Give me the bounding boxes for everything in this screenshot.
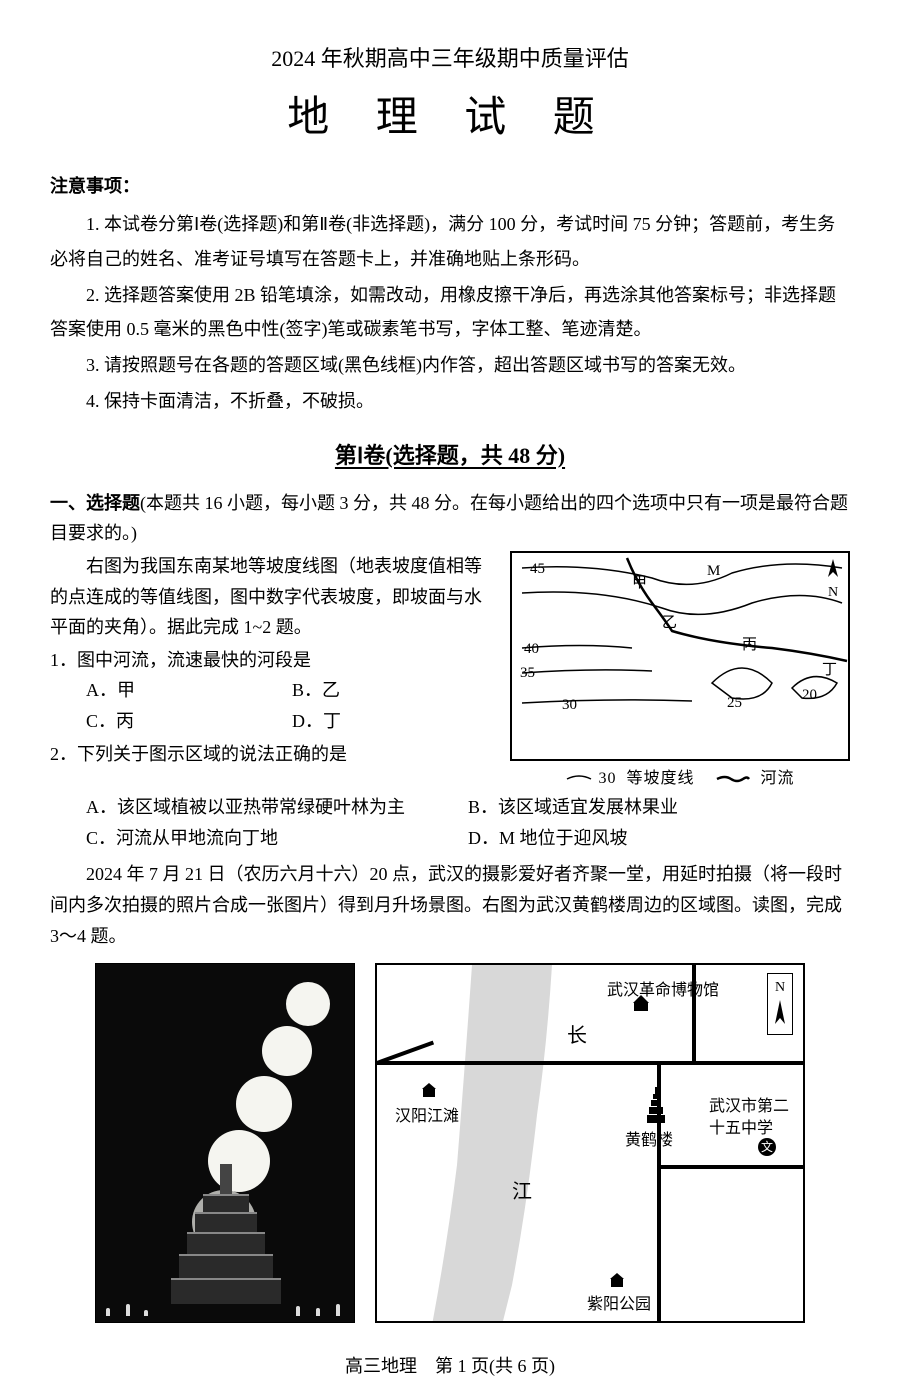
label-yi: 乙: [662, 611, 677, 637]
context-1: 右图为我国东南某地等坡度线图（地表坡度值相等的点连成的等值线图，图中数字代表坡度…: [50, 551, 498, 643]
q2-opt-c: C．河流从甲地流向丁地: [86, 823, 468, 854]
road-line: [657, 1165, 805, 1169]
label-m: M: [707, 559, 720, 585]
pagoda-silhouette: [166, 1144, 286, 1304]
river-shape: [377, 965, 805, 1323]
figure1-legend: 30 等坡度线 河流: [510, 765, 850, 792]
notice-item: 4. 保持卡面清洁，不折叠，不破损。: [50, 384, 850, 418]
moon-icon: [236, 1076, 292, 1132]
part-intro-bold: 一、选择题: [50, 493, 140, 513]
school-icon: 文: [757, 1137, 777, 1167]
notice-item: 3. 请按照题号在各题的答题区域(黑色线框)内作答，超出答题区域书写的答案无效。: [50, 348, 850, 382]
q2-opt-b: B．该区域适宜发展林果业: [468, 792, 850, 823]
label-river-jiang: 江: [512, 1175, 532, 1209]
moon-icon: [262, 1026, 312, 1076]
label-park: 紫阳公园: [587, 1291, 651, 1318]
q1-opt-b: B．乙: [292, 675, 498, 706]
header-title: 地 理 试 题: [50, 83, 850, 154]
area-map-figure: N 武汉革命博物馆 汉阳江滩 黄鹤楼 武汉市第二 十五中学 文: [375, 963, 805, 1323]
moon-photo-figure: [95, 963, 355, 1323]
contour-value: 35: [520, 661, 535, 687]
city-lights: [96, 1302, 354, 1316]
contour-value: 25: [727, 691, 742, 717]
svg-text:文: 文: [761, 1139, 773, 1154]
label-tower: 黄鹤楼: [625, 1127, 673, 1154]
north-label: N: [775, 976, 785, 1000]
label-hanyang: 汉阳江滩: [395, 1103, 459, 1130]
q1-opt-a: A．甲: [86, 675, 292, 706]
label-museum: 武汉革命博物馆: [607, 977, 719, 1004]
section-title: 第Ⅰ卷(选择题，共 48 分): [50, 437, 850, 474]
label-ding: 丁: [822, 658, 837, 684]
q2-opt-d: D．M 地位于迎风坡: [468, 823, 850, 854]
contour-value: 30: [562, 693, 577, 719]
label-jia: 甲: [632, 571, 647, 597]
q2-opt-a: A．该区域植被以亚热带常绿硬叶林为主: [86, 792, 468, 823]
q1-opt-d: D．丁: [292, 706, 498, 737]
q1-stem: 1．图中河流，流速最快的河段是: [50, 645, 498, 676]
contour-value: 20: [802, 683, 817, 709]
contour-value: 40: [524, 637, 539, 663]
q1-opt-c: C．丙: [86, 706, 292, 737]
context-2: 2024 年 7 月 21 日（农历六月十六）20 点，武汉的摄影爱好者齐聚一堂…: [50, 859, 850, 951]
legend-contour-label: 等坡度线: [626, 770, 694, 787]
moon-icon: [286, 982, 330, 1026]
part-intro: 一、选择题(本题共 16 小题，每小题 3 分，共 48 分。在每小题给出的四个…: [50, 488, 850, 549]
contour-value: 45: [530, 557, 545, 583]
label-river-chang: 长: [567, 1019, 587, 1053]
label-bing: 丙: [742, 633, 757, 659]
contour-map-figure: N 45 40 35 30 25 20 甲 乙 丙 丁 M: [510, 551, 850, 761]
legend-river-label: 河流: [761, 770, 795, 787]
notice-item: 1. 本试卷分第Ⅰ卷(选择题)和第Ⅱ卷(非选择题)，满分 100 分，考试时间 …: [50, 207, 850, 275]
header-subtitle: 2024 年秋期高中三年级期中质量评估: [50, 40, 850, 77]
notice-item: 2. 选择题答案使用 2B 铅笔填涂，如需改动，用橡皮擦干净后，再选涂其他答案标…: [50, 278, 850, 346]
north-box: N: [767, 973, 793, 1035]
page-footer: 高三地理 第 1 页(共 6 页): [50, 1351, 850, 1382]
q2-stem: 2．下列关于图示区域的说法正确的是: [50, 739, 498, 770]
road-line: [377, 1061, 805, 1065]
pagoda-icon: [641, 1085, 671, 1125]
notice-title: 注意事项：: [50, 171, 850, 202]
legend-value: 30: [598, 770, 616, 787]
part-intro-text: (本题共 16 小题，每小题 3 分，共 48 分。在每小题给出的四个选项中只有…: [50, 493, 848, 544]
